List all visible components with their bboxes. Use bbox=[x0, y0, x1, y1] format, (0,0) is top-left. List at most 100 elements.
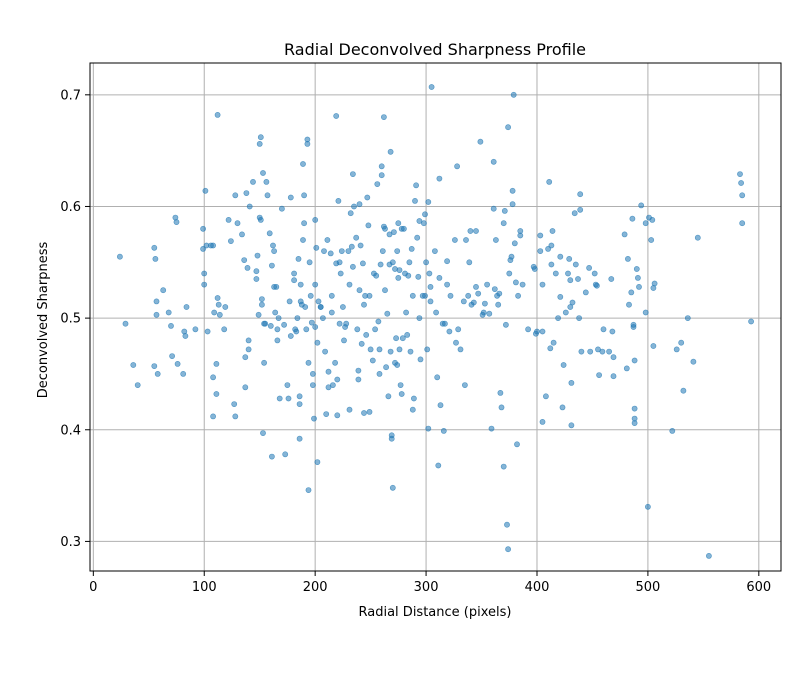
data-point bbox=[395, 220, 402, 227]
data-point bbox=[531, 266, 538, 272]
data-point bbox=[631, 405, 638, 412]
data-point bbox=[496, 290, 503, 297]
data-point bbox=[364, 194, 371, 201]
data-point bbox=[300, 161, 306, 167]
data-point bbox=[587, 348, 594, 355]
data-point bbox=[261, 359, 267, 366]
data-point bbox=[497, 389, 504, 396]
data-point bbox=[347, 210, 354, 217]
data-point bbox=[374, 181, 381, 187]
data-point bbox=[399, 335, 406, 342]
x-tick-label: 600 bbox=[746, 580, 771, 595]
data-point bbox=[549, 228, 556, 234]
data-point bbox=[287, 333, 294, 339]
data-point bbox=[351, 203, 357, 210]
data-point bbox=[211, 309, 218, 316]
data-point bbox=[180, 370, 187, 377]
data-point bbox=[537, 232, 544, 239]
data-point bbox=[387, 348, 394, 355]
data-point bbox=[625, 255, 631, 262]
data-point bbox=[349, 263, 356, 270]
x-axis-label: Radial Distance (pixels) bbox=[359, 605, 512, 620]
data-point bbox=[373, 272, 380, 279]
data-point bbox=[294, 315, 301, 321]
data-point bbox=[201, 281, 208, 288]
data-point bbox=[151, 244, 158, 251]
x-tick-label: 0 bbox=[89, 580, 97, 595]
data-point bbox=[559, 404, 566, 411]
data-point bbox=[568, 422, 575, 429]
data-point bbox=[169, 353, 175, 359]
data-point bbox=[309, 370, 316, 377]
data-point bbox=[262, 320, 269, 327]
data-point bbox=[630, 324, 637, 330]
data-point bbox=[543, 393, 549, 400]
data-point bbox=[454, 163, 460, 170]
data-point bbox=[117, 253, 123, 260]
data-point bbox=[312, 281, 319, 288]
data-point bbox=[384, 310, 391, 317]
data-point bbox=[278, 205, 285, 212]
data-point bbox=[243, 190, 250, 196]
data-point bbox=[407, 348, 414, 355]
data-point bbox=[484, 281, 490, 288]
data-point bbox=[441, 320, 448, 327]
data-point bbox=[130, 362, 137, 368]
data-point bbox=[307, 292, 314, 299]
data-point bbox=[739, 192, 746, 199]
data-point bbox=[628, 289, 635, 296]
data-point bbox=[387, 148, 394, 155]
data-point bbox=[245, 346, 252, 353]
data-point bbox=[300, 237, 306, 243]
data-point bbox=[273, 283, 280, 290]
data-point bbox=[301, 220, 307, 227]
data-point bbox=[346, 406, 353, 413]
data-point bbox=[422, 211, 428, 218]
data-point bbox=[319, 315, 326, 321]
data-point bbox=[440, 427, 447, 434]
data-point bbox=[412, 197, 418, 204]
data-point bbox=[306, 259, 313, 266]
data-point bbox=[366, 408, 373, 415]
data-point bbox=[569, 299, 576, 306]
data-point bbox=[408, 245, 415, 252]
data-point bbox=[335, 197, 342, 204]
data-point bbox=[424, 346, 431, 353]
data-point bbox=[413, 182, 419, 189]
data-point bbox=[241, 257, 248, 263]
data-point bbox=[557, 293, 564, 300]
data-point bbox=[738, 180, 744, 186]
data-point bbox=[397, 382, 404, 388]
data-point bbox=[557, 253, 564, 260]
data-point bbox=[311, 415, 317, 422]
data-point bbox=[600, 326, 607, 333]
data-point bbox=[365, 222, 372, 229]
data-point bbox=[204, 328, 211, 335]
data-point bbox=[396, 346, 403, 353]
data-point bbox=[291, 277, 297, 284]
data-point bbox=[651, 280, 658, 287]
data-point bbox=[264, 192, 271, 199]
data-point bbox=[257, 216, 264, 223]
data-point bbox=[608, 276, 615, 282]
data-point bbox=[490, 158, 497, 165]
data-point bbox=[274, 337, 281, 344]
data-point bbox=[327, 250, 334, 257]
data-point bbox=[297, 281, 304, 288]
data-point bbox=[210, 242, 216, 249]
data-point bbox=[282, 451, 289, 458]
data-point bbox=[328, 309, 335, 316]
data-point bbox=[173, 219, 180, 225]
data-point bbox=[396, 267, 403, 273]
data-point bbox=[416, 315, 423, 321]
data-point bbox=[690, 358, 697, 365]
x-axis-ticks: 0 100 200 300 400 500 600 bbox=[89, 571, 771, 595]
data-point bbox=[266, 230, 273, 237]
data-point bbox=[481, 300, 488, 307]
data-point bbox=[227, 238, 234, 244]
x-tick-label: 100 bbox=[192, 580, 217, 595]
data-point bbox=[382, 225, 388, 232]
data-point bbox=[214, 112, 221, 118]
data-point bbox=[305, 487, 312, 493]
data-point bbox=[501, 207, 508, 214]
